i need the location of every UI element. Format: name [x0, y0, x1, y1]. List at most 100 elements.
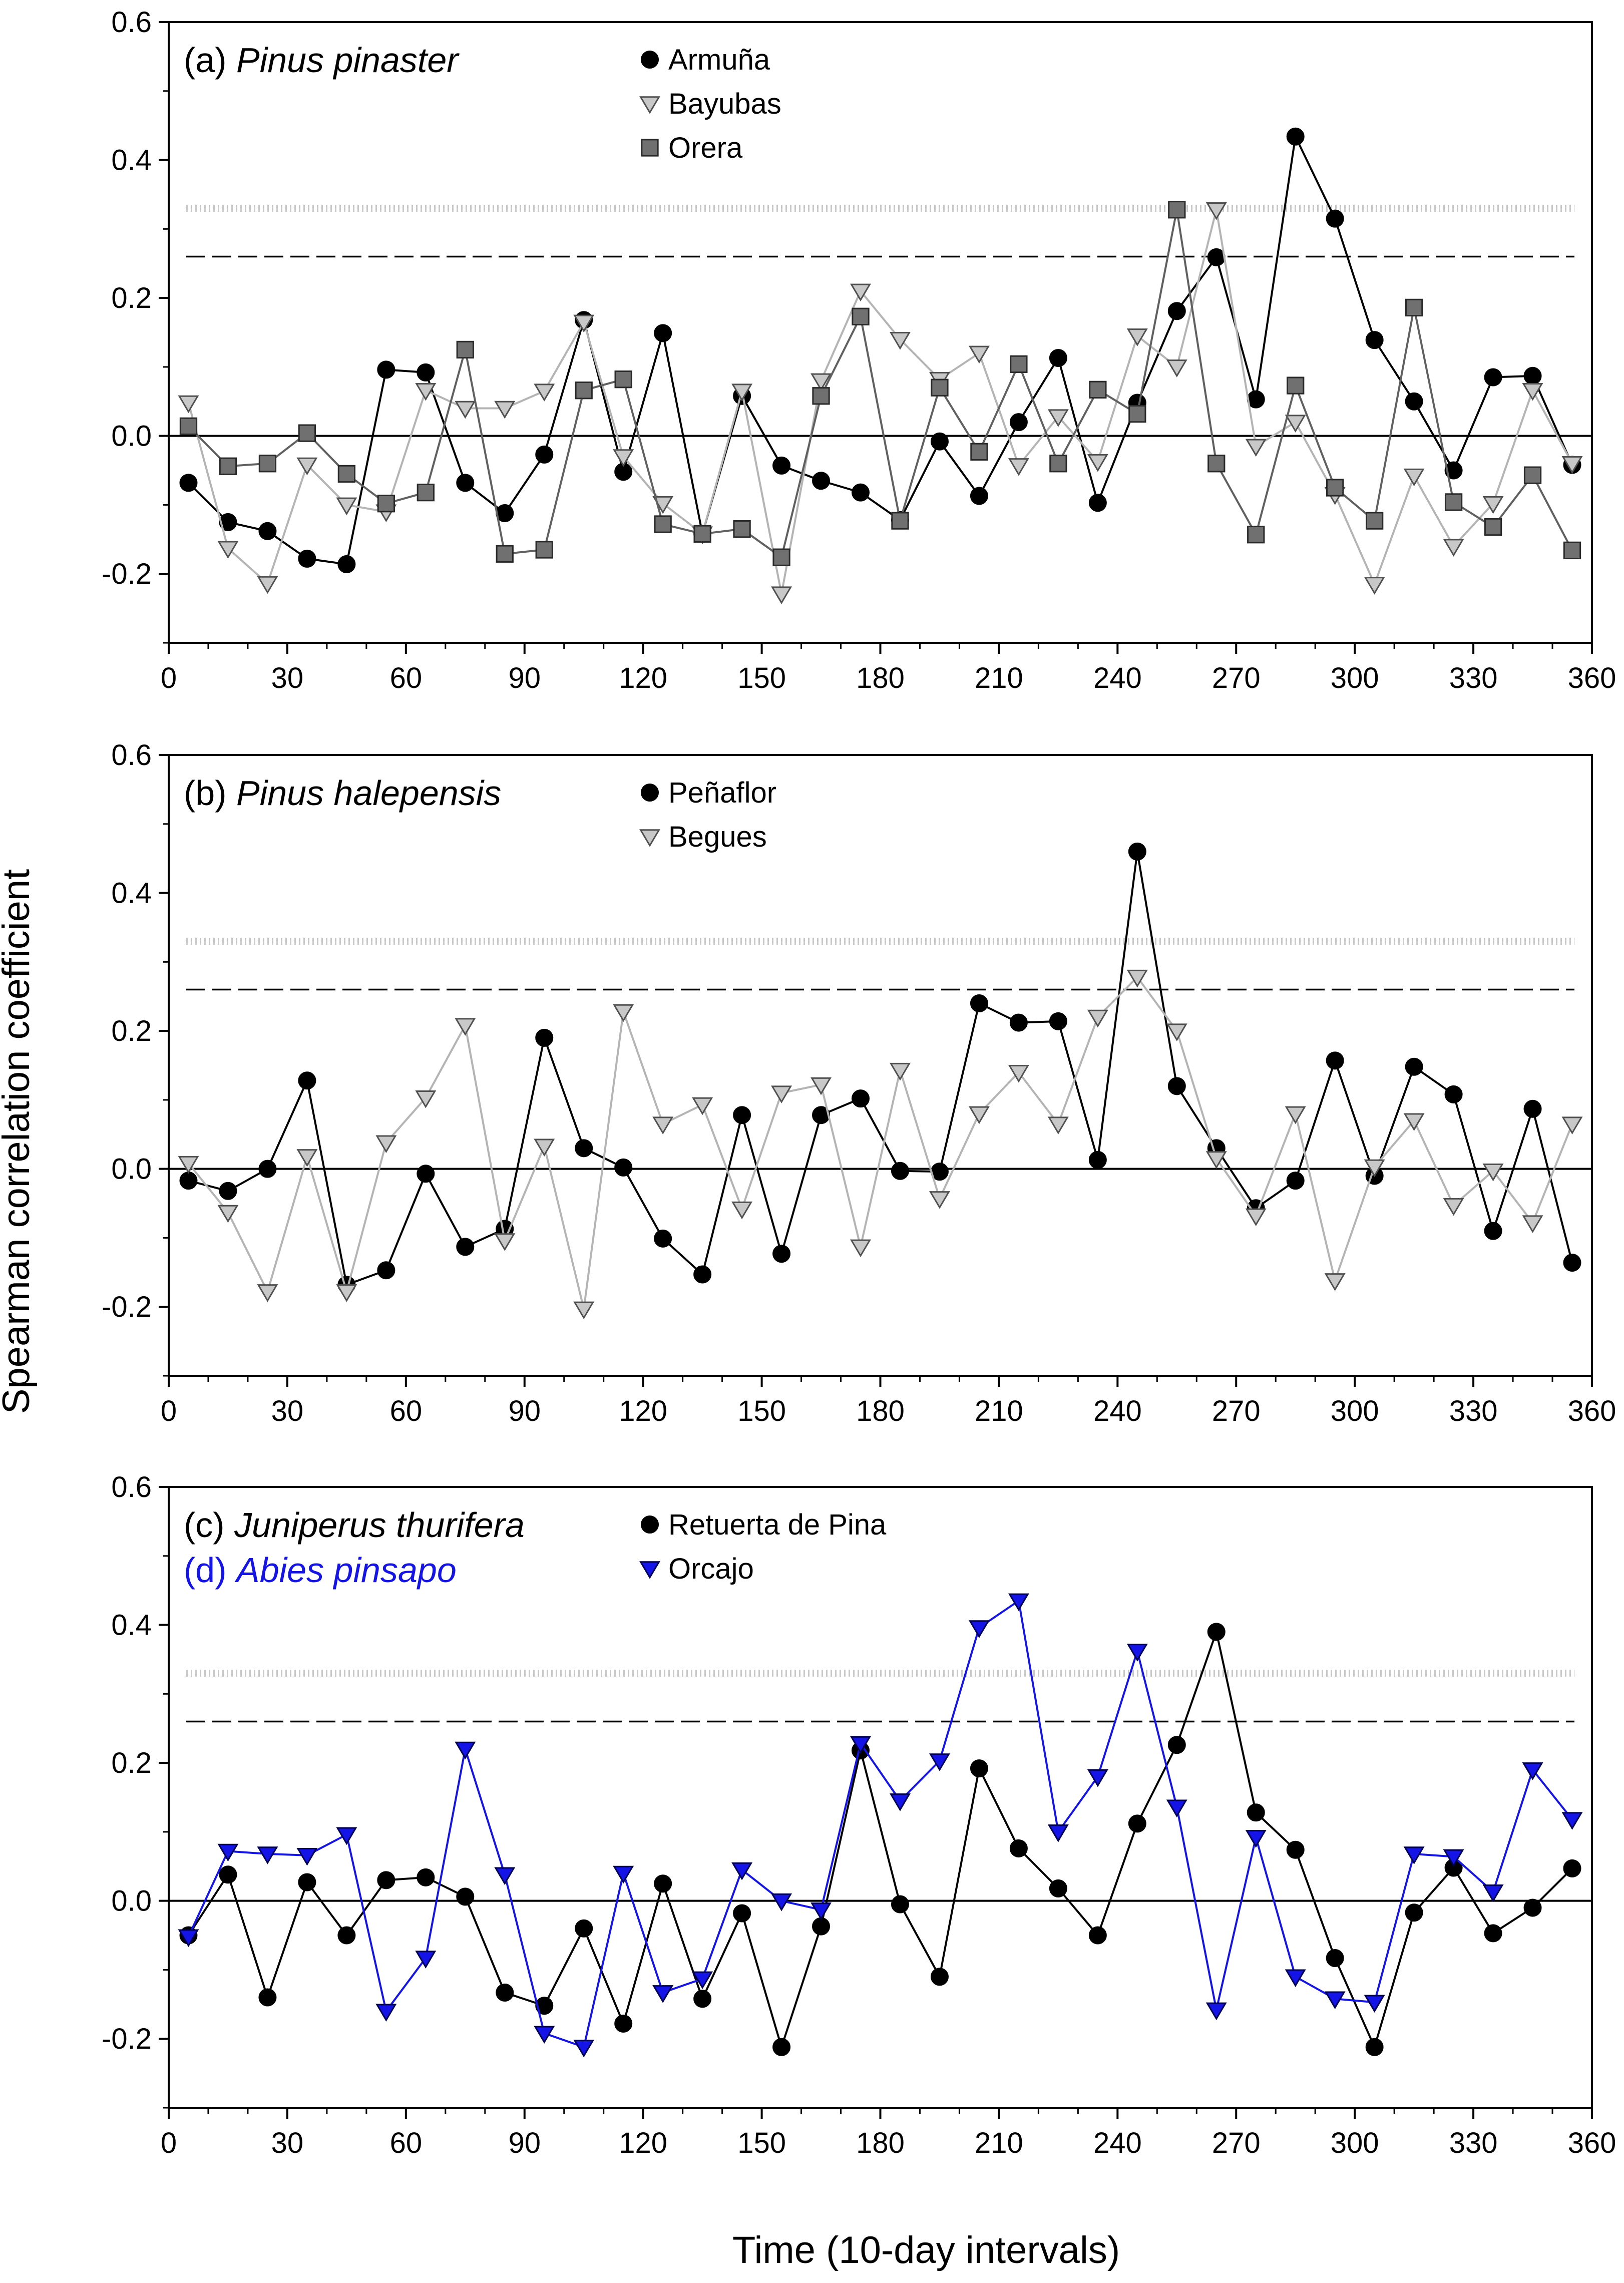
data-point — [1126, 969, 1148, 988]
x-tick-label: 360 — [1568, 662, 1616, 694]
x-tick-label: 210 — [975, 2127, 1023, 2159]
x-tick-label: 60 — [390, 2127, 423, 2159]
data-point — [812, 472, 831, 490]
data-point — [968, 345, 990, 364]
data-point — [298, 549, 316, 568]
data-point — [614, 1158, 633, 1177]
data-point — [1049, 348, 1067, 367]
data-point — [219, 1182, 237, 1200]
data-point — [534, 384, 555, 402]
x-tick-label: 270 — [1212, 1395, 1261, 1427]
data-point — [1403, 1846, 1425, 1864]
x-tick-label: 360 — [1568, 2127, 1616, 2159]
data-point — [1168, 201, 1186, 219]
data-point — [1443, 539, 1464, 557]
legend-item: Begues — [639, 821, 767, 853]
data-point — [613, 449, 634, 467]
data-point — [771, 1893, 792, 1912]
data-point — [1484, 1924, 1502, 1943]
data-point — [1444, 1085, 1463, 1103]
legend-label: Orera — [668, 132, 743, 164]
data-point — [891, 512, 909, 530]
legend-label: Armuña — [668, 44, 770, 76]
x-tick-label: 150 — [737, 1395, 786, 1427]
data-point — [1563, 541, 1581, 560]
data-point — [535, 445, 554, 464]
data-point — [733, 1904, 751, 1923]
legend-marker — [641, 51, 659, 69]
panel-c: -0.2 0.0 0.2 0.4 0.6 0 30 60 90 120 150 180 210 240 27… — [102, 1471, 1616, 2159]
data-point — [1128, 405, 1146, 423]
data-point — [968, 1620, 990, 1638]
data-point — [1088, 494, 1107, 512]
data-point — [575, 1139, 593, 1158]
data-point — [852, 307, 870, 325]
x-tick-label: 150 — [737, 2127, 786, 2159]
data-point — [1087, 1769, 1108, 1787]
data-point — [1087, 1009, 1108, 1028]
data-point — [178, 1156, 199, 1174]
data-point — [336, 1284, 357, 1302]
data-point — [1286, 1172, 1305, 1190]
species-name: Abies pinsapo — [234, 1551, 457, 1590]
series-orcajo — [178, 1593, 1583, 2058]
data-point — [217, 1205, 239, 1223]
data-point — [1443, 1198, 1464, 1216]
data-point — [810, 1077, 832, 1095]
data-point — [733, 1106, 751, 1124]
data-point — [731, 1201, 753, 1220]
data-point — [1444, 461, 1463, 480]
data-point — [1324, 1273, 1346, 1291]
data-point — [496, 545, 514, 563]
y-tick-label: -0.2 — [102, 1291, 152, 1323]
data-point — [1205, 2002, 1227, 2021]
data-point — [1010, 355, 1028, 373]
data-point — [850, 1239, 872, 1258]
legend-item: Armuña — [641, 44, 770, 76]
data-point — [219, 1865, 237, 1884]
data-point — [1167, 302, 1186, 320]
x-tick-label: 330 — [1449, 2127, 1498, 2159]
data-point — [1167, 1736, 1186, 1754]
data-point — [731, 1862, 753, 1880]
data-point — [1245, 1208, 1267, 1227]
data-point — [296, 1149, 318, 1167]
series-retuerta-de-pina — [179, 1623, 1581, 2056]
legend-label: Bayubas — [668, 88, 781, 120]
data-point — [1443, 1849, 1464, 1867]
legend-item: Orera — [641, 132, 743, 164]
series-begues — [178, 969, 1583, 1320]
data-point — [1245, 439, 1267, 457]
data-point — [891, 1895, 909, 1914]
y-tick-label: 0.2 — [111, 1747, 152, 1779]
panel-label: (d) — [184, 1551, 236, 1590]
data-point — [1484, 368, 1502, 387]
data-point — [733, 520, 751, 538]
data-point — [417, 483, 435, 502]
data-point — [494, 1867, 516, 1885]
data-point — [1563, 1859, 1581, 1877]
x-tick-label: 30 — [271, 1395, 304, 1427]
series-line — [187, 1600, 1573, 2048]
data-point — [1326, 209, 1344, 228]
data-point — [891, 1162, 909, 1180]
data-point — [377, 1871, 395, 1889]
species-name: Pinus halepensis — [236, 774, 501, 813]
data-point — [889, 1793, 911, 1811]
x-tick-label: 270 — [1212, 2127, 1261, 2159]
data-point — [417, 1165, 435, 1183]
data-point — [970, 443, 988, 461]
data-point — [1049, 1879, 1067, 1897]
data-point — [258, 455, 277, 473]
y-tick-label: 0.6 — [111, 6, 152, 39]
x-tick-label: 180 — [856, 2127, 905, 2159]
data-point — [970, 994, 988, 1012]
y-tick-label: 0.6 — [111, 1471, 152, 1503]
data-point — [613, 1004, 634, 1022]
data-point — [1484, 518, 1502, 536]
panel-label: (c) — [184, 1505, 234, 1545]
y-tick-label: 0.0 — [111, 1153, 152, 1186]
data-point — [337, 1926, 356, 1945]
data-point — [1365, 2038, 1384, 2056]
data-point — [1561, 456, 1583, 474]
